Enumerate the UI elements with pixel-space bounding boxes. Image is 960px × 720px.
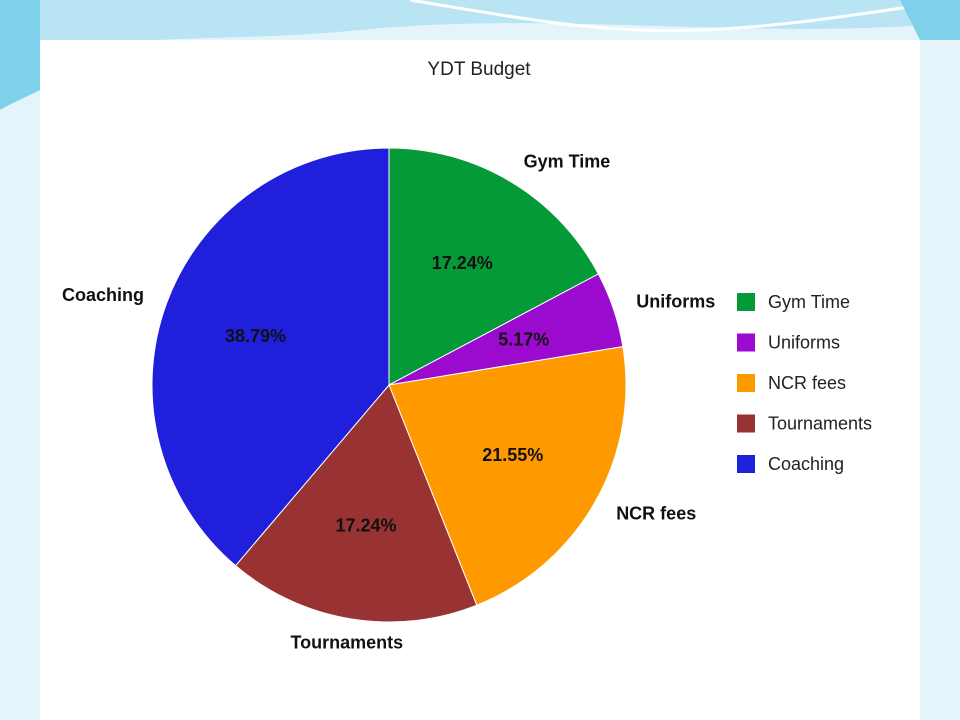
value-label-gym-time: 17.24% [432, 253, 493, 273]
value-labels: 17.24% 5.17% 21.55% 17.24% 38.79% [225, 253, 549, 535]
legend-label-ncr-fees: NCR fees [768, 373, 846, 393]
legend-label-gym-time: Gym Time [768, 292, 850, 312]
category-label-ncr-fees: NCR fees [616, 503, 696, 523]
value-label-coaching: 38.79% [225, 326, 286, 346]
category-labels: Gym Time Uniforms NCR fees Tournaments Coach… [62, 151, 715, 652]
legend-swatch-tournaments [737, 414, 755, 433]
category-label-uniforms: Uniforms [636, 292, 715, 312]
pie-chart: YDT Budget 17.24% 5.17% 21.55% 17.24% 38.79%… [62, 59, 872, 653]
pie-slice-ncr-fees [388, 346, 627, 606]
top-wave-band [0, 0, 960, 64]
category-label-gym-time: Gym Time [524, 151, 611, 171]
pie-slice-tournaments [234, 384, 478, 623]
chart-area: YDT Budget 17.24% 5.17% 21.55% 17.24% 38.79%… [40, 40, 920, 720]
value-label-tournaments: 17.24% [335, 515, 396, 535]
legend: Gym Time Uniforms NCR fees Tournaments Coach… [737, 292, 872, 474]
legend-swatch-coaching [737, 455, 755, 473]
legend-swatch-gym-time [737, 293, 755, 311]
top-wave-highlight [409, 0, 960, 33]
legend-swatch-uniforms [737, 333, 755, 352]
left-wave-band [0, 0, 40, 110]
chart-title: YDT Budget [427, 59, 531, 80]
legend-label-tournaments: Tournaments [768, 414, 872, 434]
right-wave-band [900, 0, 960, 40]
legend-label-uniforms: Uniforms [768, 333, 840, 353]
category-label-coaching: Coaching [62, 285, 144, 305]
pie-slice-coaching [151, 147, 390, 567]
pie-slices [151, 147, 627, 623]
category-label-tournaments: Tournaments [290, 633, 403, 653]
pie-slice-gym-time [388, 147, 600, 386]
legend-swatch-ncr-fees [737, 374, 755, 392]
value-label-ncr-fees: 21.55% [482, 445, 543, 465]
legend-label-coaching: Coaching [768, 454, 844, 474]
value-label-uniforms: 5.17% [498, 330, 549, 350]
